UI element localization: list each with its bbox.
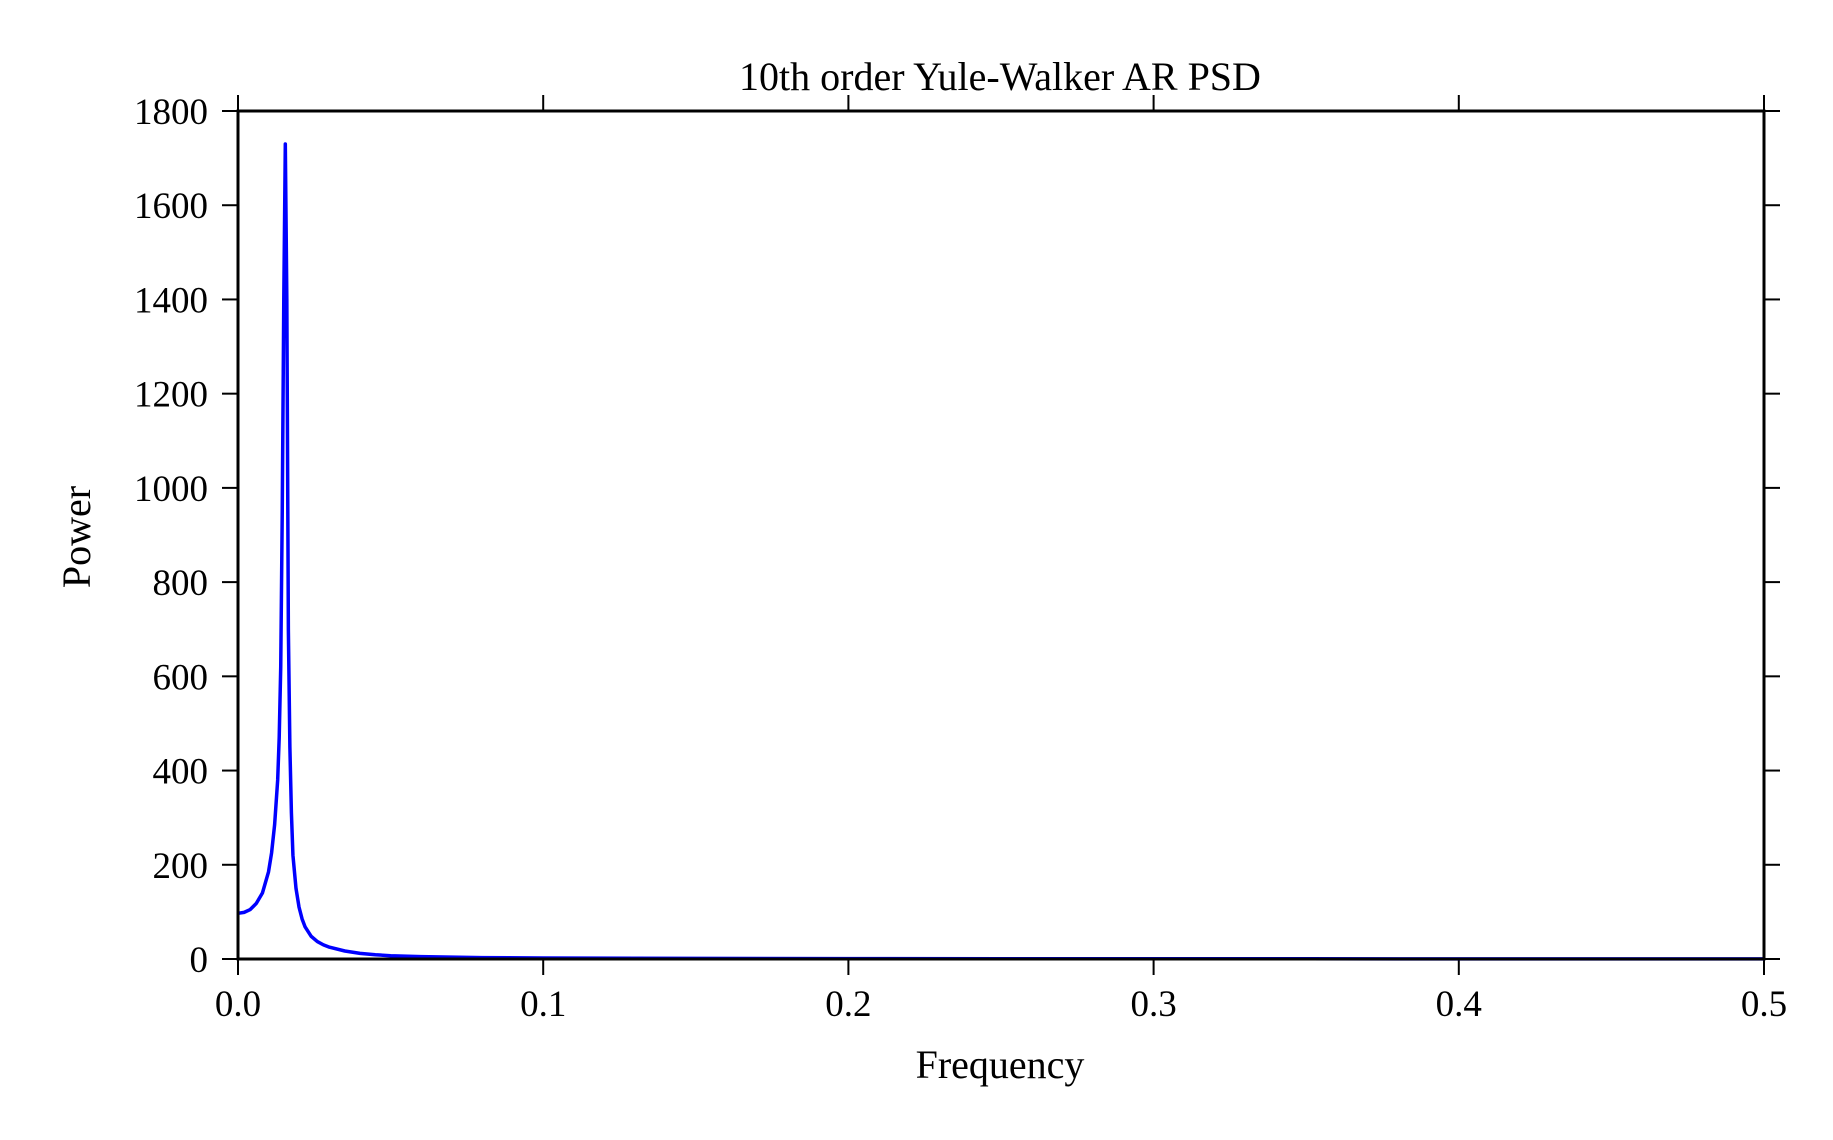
x-tick-label: 0.0 xyxy=(215,984,261,1025)
x-tick-label: 0.3 xyxy=(1130,984,1176,1025)
x-tick-label: 0.2 xyxy=(825,984,871,1025)
y-tick-label: 1200 xyxy=(134,375,208,416)
y-tick-label: 1600 xyxy=(134,186,208,227)
y-tick-label: 600 xyxy=(153,657,209,698)
y-tick-label: 1400 xyxy=(134,280,208,321)
axis-tick-labels: 0.0 0.1 0.2 0.3 0.4 0.5 0 200 400 600 800 1000 1200 1… xyxy=(134,92,1787,1025)
y-tick-label: 1800 xyxy=(134,92,208,133)
x-tick-label: 0.1 xyxy=(520,984,566,1025)
x-axis-title: Frequency xyxy=(916,1042,1085,1087)
y-tick-label: 200 xyxy=(153,846,209,887)
plot-frame xyxy=(236,109,1766,961)
chart-title: 10th order Yule-Walker AR PSD xyxy=(739,54,1261,99)
x-tick-label: 0.5 xyxy=(1741,984,1787,1025)
y-tick-label: 400 xyxy=(153,752,209,793)
y-tick-label: 800 xyxy=(153,563,209,604)
y-tick-label: 0 xyxy=(190,940,209,981)
axis-ticks xyxy=(222,95,1780,975)
y-axis-title: Power xyxy=(54,486,99,588)
y-tick-label: 1000 xyxy=(134,469,208,510)
x-tick-label: 0.4 xyxy=(1436,984,1482,1025)
